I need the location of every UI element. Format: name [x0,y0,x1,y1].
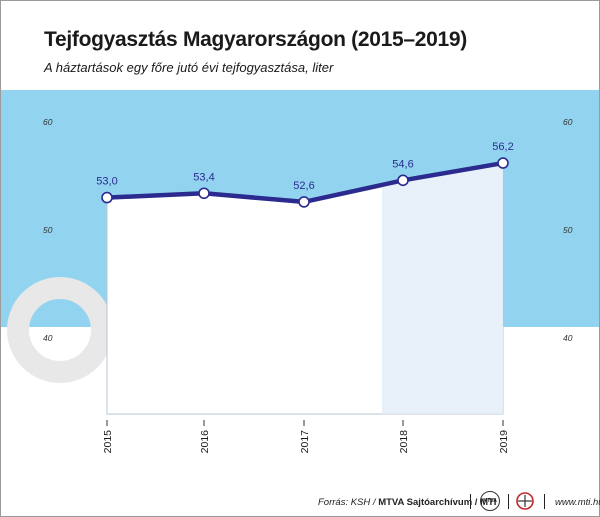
data-points [101,157,509,208]
plot-panel-group [106,162,504,415]
mtva-logo: MTVA [480,491,500,511]
data-point [397,174,409,187]
source-prefix: Forrás: KSH / [318,497,379,508]
x-tick-label: 2015 [102,430,114,454]
data-label: 54,6 [392,158,413,170]
data-point [497,157,509,169]
data-label: 53,4 [193,171,214,183]
data-label: 52,6 [293,180,314,192]
data-point [101,191,113,204]
y-tick-label-left: 50 [43,225,53,235]
data-label: 56,2 [492,141,513,153]
mtva-logo-text: MTVA [483,498,497,504]
website-link[interactable]: www.mti.hu [555,497,600,508]
data-labels: 53,0 53,4 52,6 54,6 56,2 [96,141,513,192]
y-tick-label-left: 40 [43,333,53,343]
x-tick-label: 2017 [299,430,311,454]
y-tick-label-right: 60 [563,117,573,127]
x-axis: 2015 2016 2017 2018 2019 [102,420,510,453]
x-tick-label: 2016 [199,430,211,454]
chart-title: Tejfogyasztás Magyarországon (2015–2019) [44,28,467,51]
footer: Forrás: KSH / MTVA Sajtóarchívum / MTI M… [0,488,600,516]
y-tick-label-right: 50 [563,225,573,235]
highlight-region [382,163,503,414]
mti-logo-icon [516,492,534,510]
data-point [198,187,210,200]
x-tick-label: 2018 [398,430,410,454]
chart-subtitle: A háztartások egy főre jutó évi tejfogya… [44,60,334,75]
footer-divider [508,494,509,509]
source-credit: Forrás: KSH / MTVA Sajtóarchívum / MTI [318,497,496,508]
data-label: 53,0 [96,176,117,188]
data-point [298,196,310,208]
decorative-ring [7,277,113,383]
y-tick-labels: 40 40 50 50 60 60 [43,117,573,343]
y-tick-label-left: 60 [43,117,53,127]
footer-divider [470,494,471,509]
footer-divider [544,494,545,509]
x-tick-label: 2019 [498,430,510,454]
source-agency: MTVA Sajtóarchívum / MTI [378,497,497,508]
y-tick-label-right: 40 [563,333,573,343]
